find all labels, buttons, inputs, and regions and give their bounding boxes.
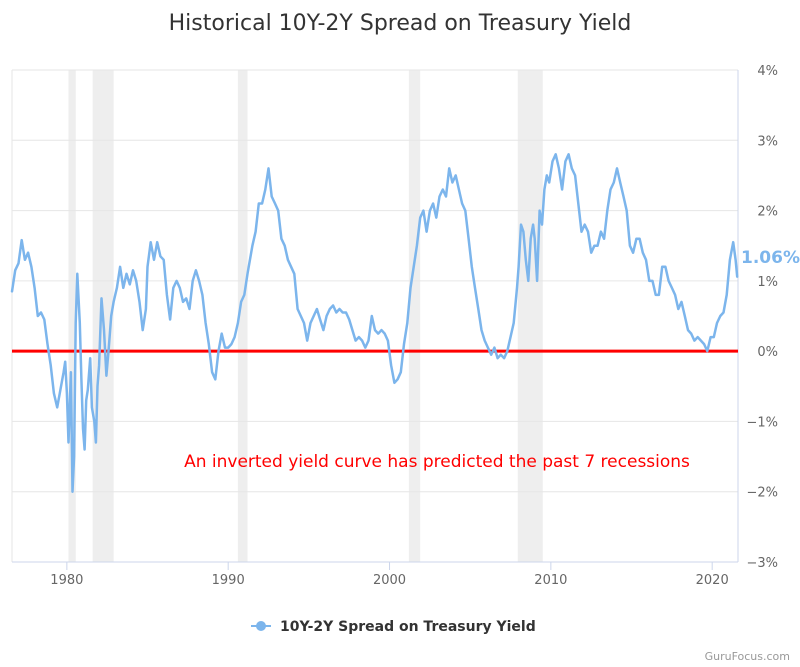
x-tick-label: 1980 bbox=[50, 573, 83, 588]
recession-band bbox=[237, 70, 248, 562]
credit-text: GuruFocus.com bbox=[705, 650, 790, 663]
recession-bands bbox=[68, 70, 543, 562]
legend-marker bbox=[256, 621, 266, 631]
chart-title: Historical 10Y-2Y Spread on Treasury Yie… bbox=[169, 11, 632, 36]
series-line bbox=[10, 153, 739, 493]
y-tick-label: 2% bbox=[757, 205, 778, 220]
y-axis: −3% −2% −1% 0% 1% 2% 3% 4% bbox=[746, 64, 778, 571]
y-tick-label: −1% bbox=[746, 415, 778, 430]
legend[interactable]: 10Y-2Y Spread on Treasury Yield bbox=[251, 619, 536, 635]
y-tick-label: 4% bbox=[757, 64, 778, 79]
recession-band bbox=[517, 70, 543, 562]
x-axis: 1980 1990 2000 2010 2020 bbox=[12, 561, 738, 588]
x-tick-label: 2020 bbox=[696, 573, 729, 588]
grid-lines bbox=[11, 69, 739, 563]
x-tick-label: 1990 bbox=[212, 573, 245, 588]
series-group bbox=[10, 153, 739, 493]
x-tick-label: 2000 bbox=[373, 573, 406, 588]
y-tick-label: −2% bbox=[746, 486, 778, 501]
recession-band bbox=[68, 70, 76, 562]
x-tick-label: 2010 bbox=[534, 573, 567, 588]
inversion-annotation: An inverted yield curve has predicted th… bbox=[184, 452, 690, 472]
y-tick-label: 0% bbox=[757, 345, 778, 360]
last-value-label: 1.06% bbox=[741, 248, 800, 268]
recession-band bbox=[408, 70, 421, 562]
y-tick-label: 3% bbox=[757, 134, 778, 149]
legend-label[interactable]: 10Y-2Y Spread on Treasury Yield bbox=[280, 619, 536, 635]
y-tick-label: −3% bbox=[746, 556, 778, 571]
y-tick-label: 1% bbox=[757, 275, 778, 290]
